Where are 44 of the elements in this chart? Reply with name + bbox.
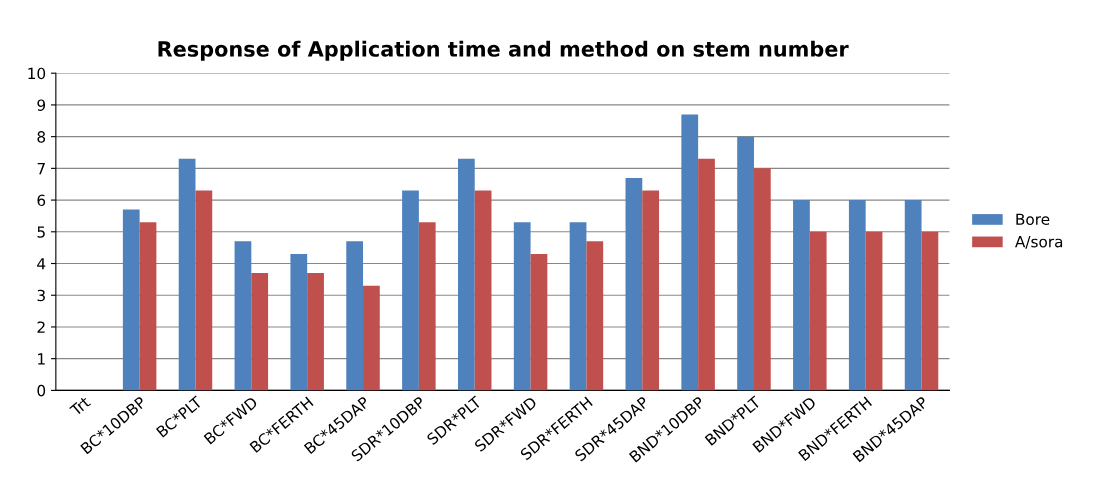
- bar: [904, 200, 922, 391]
- y-tick-label: 1: [38, 353, 45, 365]
- bar: [642, 190, 660, 391]
- bar: [346, 241, 364, 391]
- legend-label: A/sora: [1015, 236, 1063, 249]
- y-tick-label: 9: [37, 99, 46, 111]
- bar: [178, 158, 196, 391]
- bar: [418, 222, 436, 391]
- bar: [569, 222, 587, 391]
- bar: [625, 177, 643, 391]
- bar: [290, 254, 308, 391]
- y-tick-label: 6: [37, 194, 46, 207]
- bar: [865, 231, 883, 391]
- bar: [251, 273, 269, 391]
- y-tick-label: 10: [28, 67, 46, 80]
- bar: [921, 231, 939, 391]
- y-tick-label: 0: [37, 384, 46, 397]
- y-tick-label: 4: [37, 258, 46, 270]
- bar: [307, 273, 324, 391]
- bar: [402, 190, 419, 391]
- bar: [122, 209, 140, 391]
- bar: [234, 241, 252, 391]
- bar: [363, 285, 380, 391]
- bar: [753, 168, 771, 391]
- bar: [809, 231, 827, 391]
- bar: [457, 158, 475, 391]
- bar: [139, 222, 157, 391]
- y-tick-label: 3: [37, 289, 45, 302]
- bar: [681, 114, 699, 391]
- bar: [737, 136, 754, 391]
- bar: [698, 158, 715, 391]
- chart-title: Response of Application time and method on stem number: [158, 40, 849, 61]
- y-tick-label: 2: [37, 321, 45, 333]
- legend-label: Bore: [1016, 213, 1050, 226]
- bar: [195, 190, 213, 391]
- bar: [513, 222, 531, 391]
- bar: [474, 190, 492, 391]
- y-tick-label: 8: [37, 131, 46, 143]
- y-tick-label: 5: [37, 226, 45, 238]
- y-tick-label: 7: [37, 163, 45, 175]
- bar: [848, 200, 866, 391]
- bar: [586, 241, 604, 391]
- bar: [530, 254, 548, 391]
- bar: [793, 200, 810, 391]
